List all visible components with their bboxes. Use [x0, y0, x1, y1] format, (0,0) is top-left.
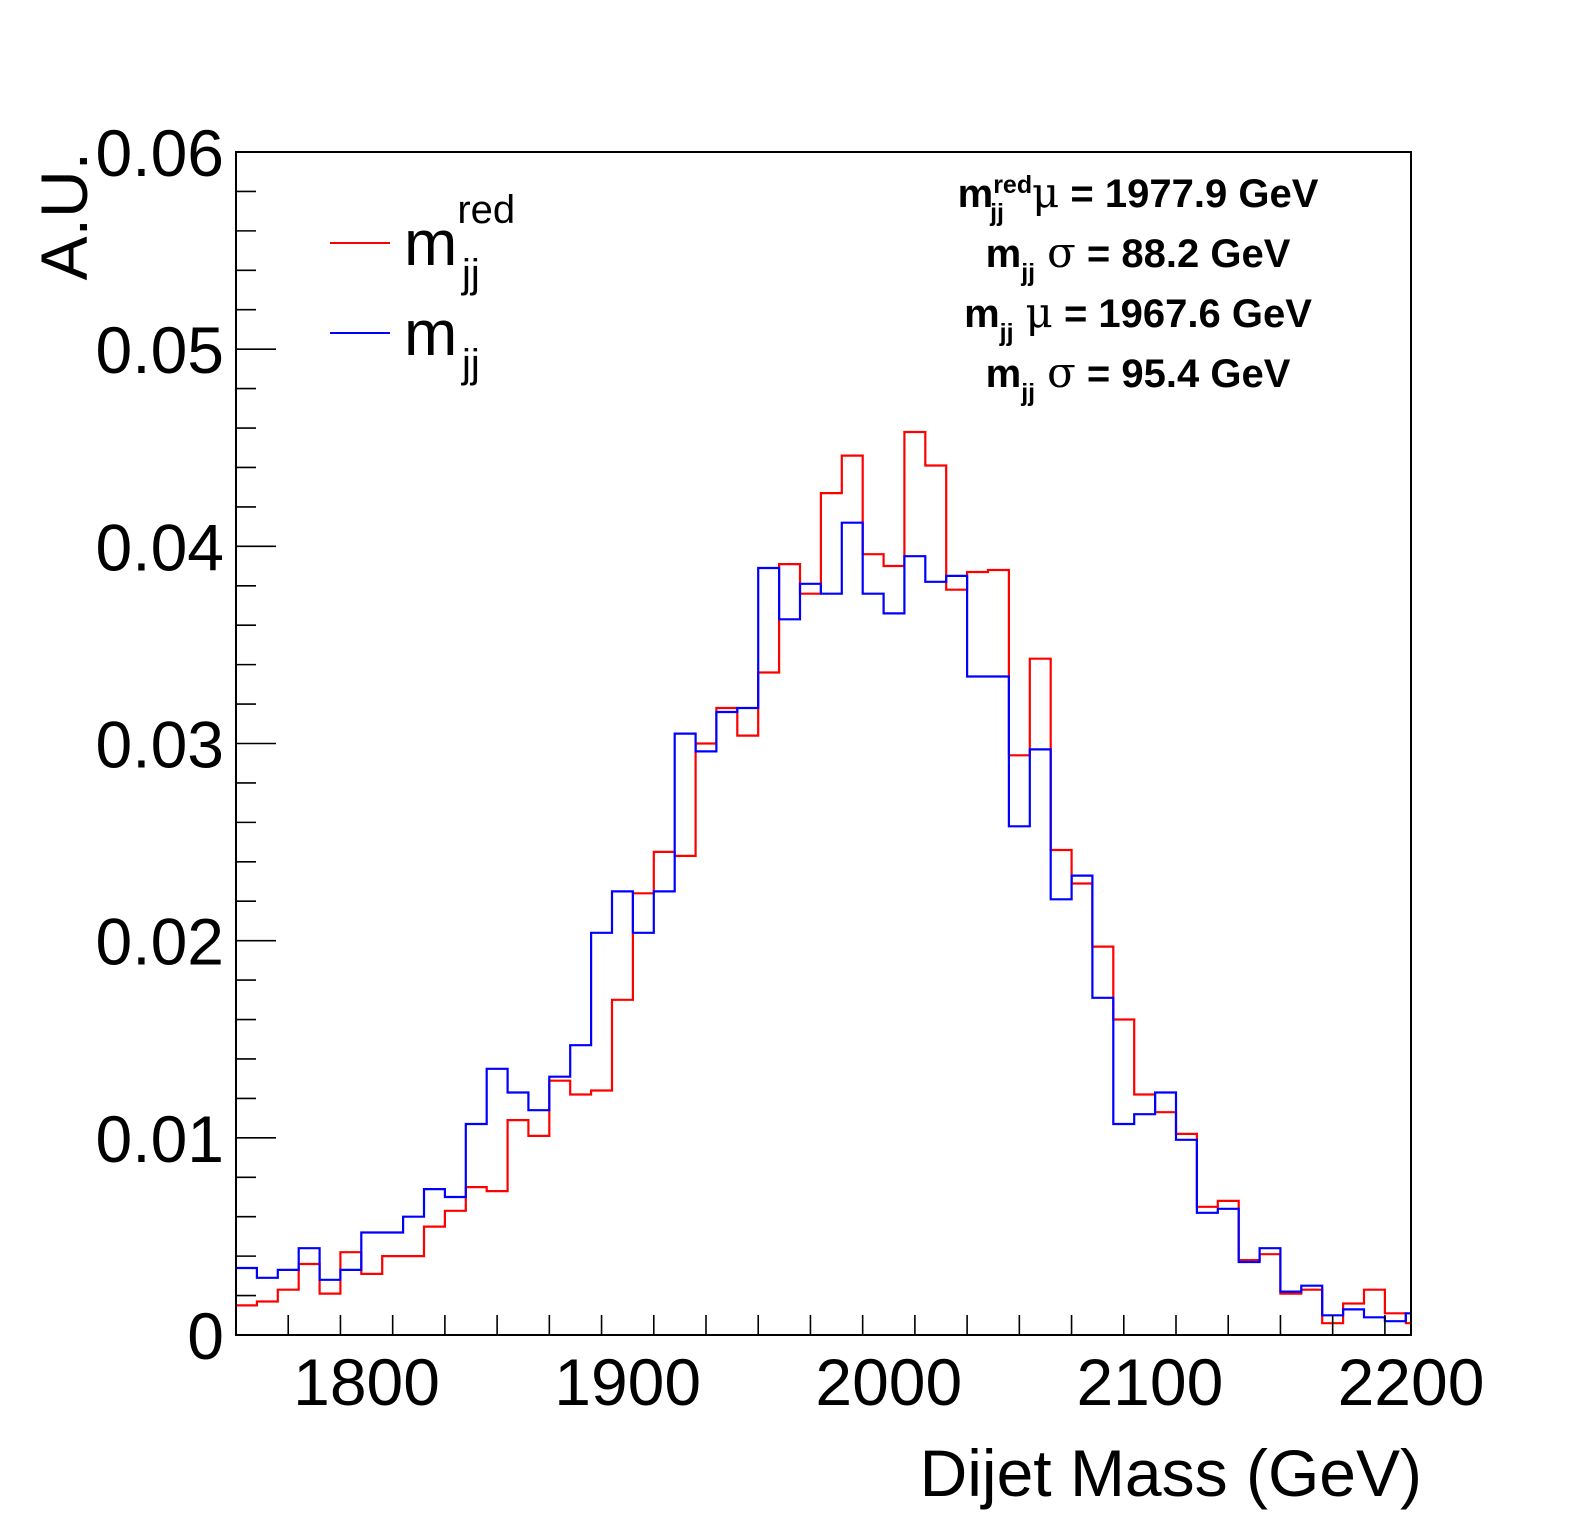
y-tick-label: 0.01 [96, 1102, 224, 1176]
stat-line-4: mjj σ = 95.4 GeV [986, 348, 1291, 407]
stats-box: mred jj μ = 1977.9 GeV mjj σ = 88.2 GeV mjj… [958, 168, 1319, 407]
x-axis-title: Dijet Mass (GeV) [920, 1436, 1422, 1510]
x-tick-label: 2200 [1338, 1345, 1485, 1419]
y-tick-label: 0.05 [96, 313, 224, 387]
x-tick-label: 2000 [815, 1345, 962, 1419]
y-tick-label: 0.03 [96, 708, 224, 782]
ticks-layer: 1800 1900 2000 2100 2200 0 0.01 0.02 0.03 0.04 0.0… [96, 116, 1485, 1419]
x-tick-label: 1900 [554, 1345, 701, 1419]
y-tick-label: 0.06 [96, 116, 224, 190]
y-tick-label: 0.04 [96, 510, 224, 584]
legend-label-blue: m jj [404, 297, 480, 386]
legend-label-red: mred jj [404, 188, 515, 296]
series-line-red [236, 430, 1411, 1325]
series-line-blue [236, 521, 1411, 1323]
stat-line-3: mjj μ = 1967.6 GeV [964, 288, 1312, 347]
y-axis-title: A.U. [27, 152, 101, 280]
x-tick-label: 2100 [1076, 1345, 1223, 1419]
y-tick-label: 0.02 [96, 905, 224, 979]
x-tick-label: 1800 [293, 1345, 440, 1419]
series-layer [236, 430, 1411, 1325]
stat-line-1: mred jj μ = 1977.9 GeV [958, 168, 1319, 227]
stat-line-2: mjj σ = 88.2 GeV [986, 228, 1291, 287]
y-tick-label: 0 [187, 1299, 224, 1373]
legend: mred jj m jj [330, 188, 515, 386]
